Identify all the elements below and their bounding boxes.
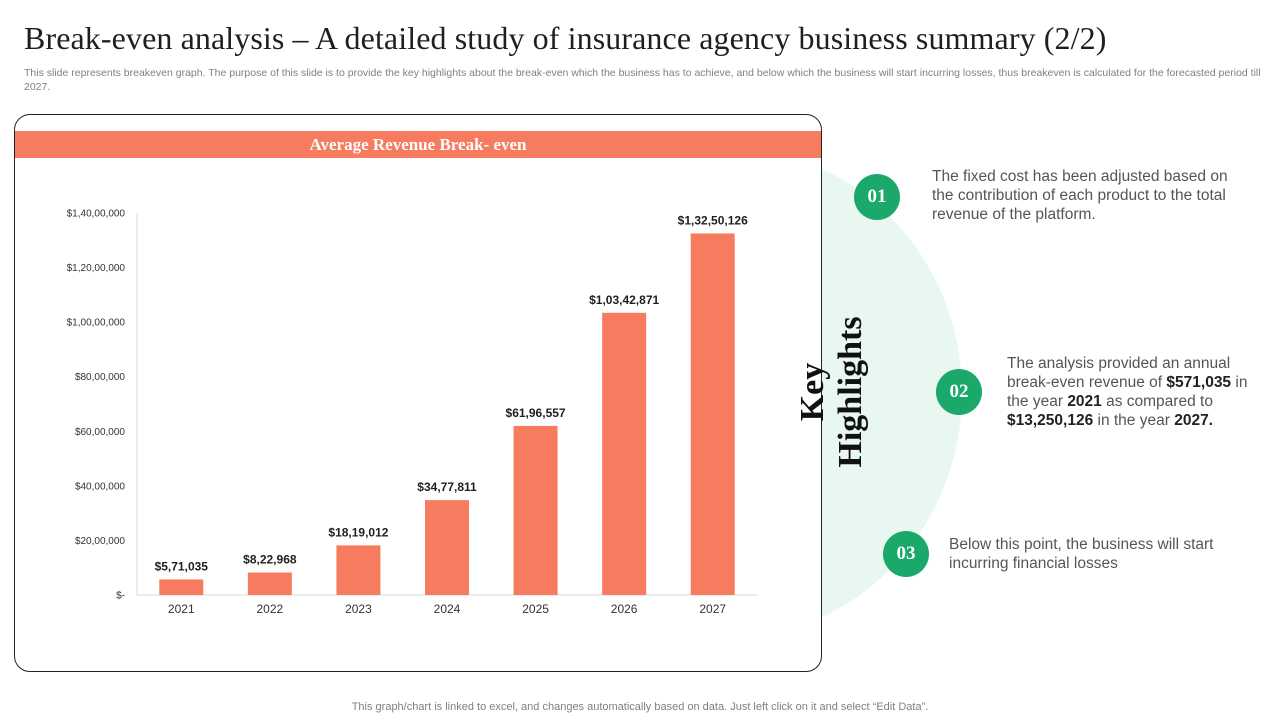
bar-2024 [425,500,469,595]
highlight-number-01: 01 [854,174,900,220]
y-tick-label: $80,00,000 [75,372,125,383]
x-tick-label-2022: 2022 [257,602,284,616]
highlight-text-01: The fixed cost has been adjusted based o… [932,168,1228,223]
chart-title: Average Revenue Break- even [15,131,821,158]
highlight-number-02: 02 [936,369,982,415]
x-tick-label-2027: 2027 [699,602,726,616]
y-tick-label: $1,20,00,000 [67,263,126,274]
slide-subtitle: This slide represents breakeven graph. T… [24,67,1261,93]
data-label-2023: $18,19,012 [328,525,388,539]
y-tick-label: $60,00,000 [75,427,125,438]
bar-2022 [247,572,292,595]
highlight-text-02: The analysis provided an annual break-ev… [1007,355,1248,429]
y-tick-label: $- [116,591,125,602]
bar-chart: $- $20,00,000 $40,00,000 $60,00,000 $80,00,0… [67,209,757,616]
bar-2021 [159,579,204,595]
slide-title: Break-even analysis – A detailed study o… [24,20,1107,56]
data-label-2021: $5,71,035 [155,559,209,573]
bar-2027 [690,233,735,595]
data-label-2027: $1,32,50,126 [678,213,748,227]
x-tick-label-2021: 2021 [168,602,195,616]
chart-card: Average Revenue Break- even $- $20,00,000… [14,114,822,672]
x-tick-label-2023: 2023 [345,602,372,616]
x-tick-label-2025: 2025 [522,602,549,616]
y-tick-label: $1,00,00,000 [67,318,126,329]
key-highlights-line1: Key [794,362,831,422]
y-tick-label: $1,40,00,000 [67,209,126,220]
data-label-2026: $1,03,42,871 [589,293,659,307]
x-tick-label-2026: 2026 [611,602,638,616]
highlight-text-03: Below this point, the business will star… [949,536,1214,572]
y-tick-label: $40,00,000 [75,481,125,492]
key-highlights-line2: Highlights [832,316,869,468]
y-tick-label: $20,00,000 [75,536,125,547]
highlight-number-03: 03 [883,531,929,577]
bar-2023 [336,545,381,595]
data-label-2024: $34,77,811 [417,480,477,494]
x-tick-label-2024: 2024 [434,602,461,616]
data-label-2022: $8,22,968 [243,553,297,567]
bar-2026 [602,312,647,595]
data-label-2025: $61,96,557 [506,406,566,420]
slide-footer-note: This graph/chart is linked to excel, and… [351,701,929,713]
bar-2025 [513,425,558,595]
